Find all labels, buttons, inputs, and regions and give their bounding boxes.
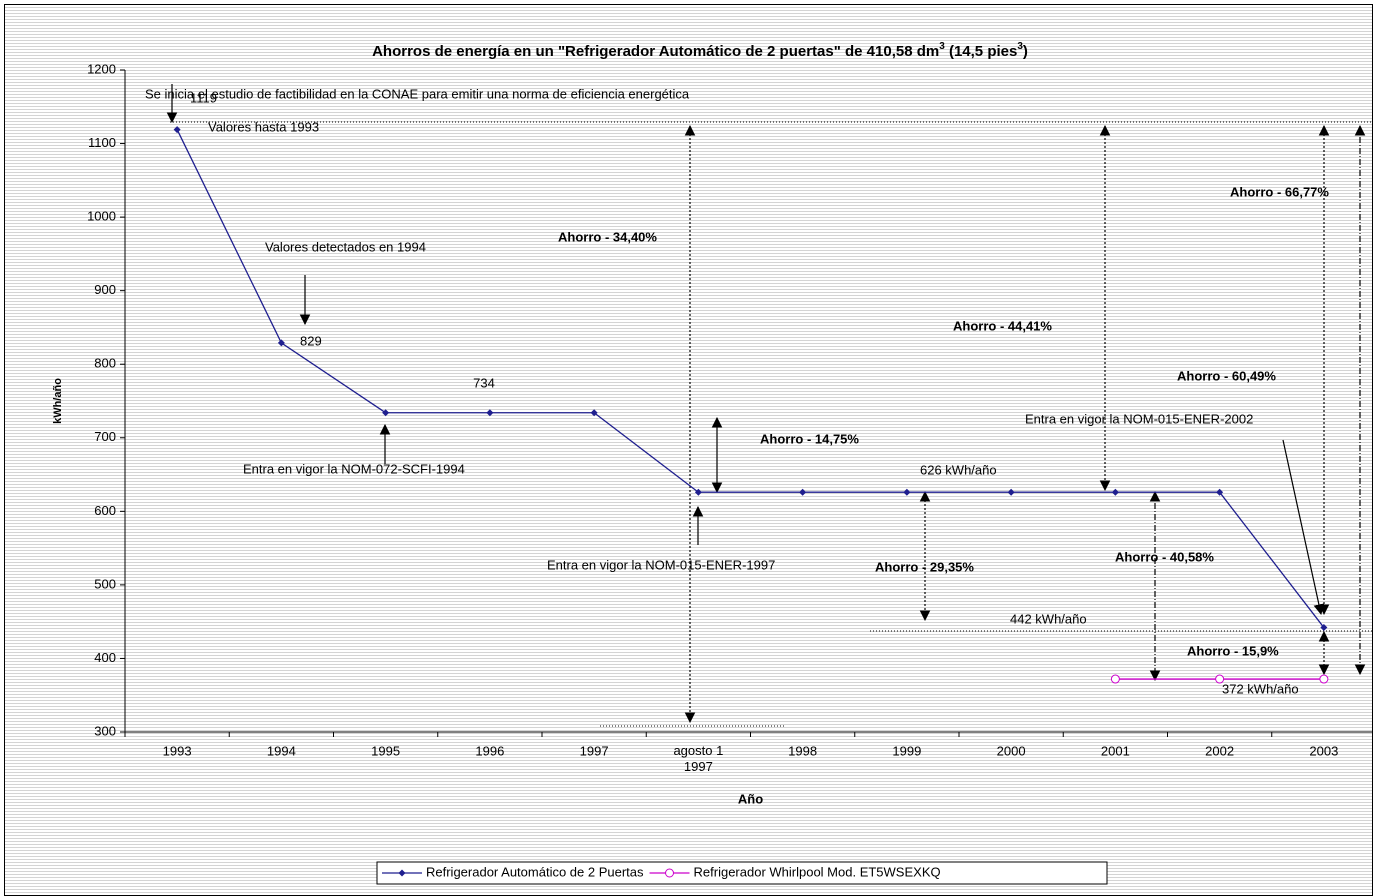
annotation: Se inicia el estudio de factibilidad en …: [145, 86, 690, 101]
y-axis-title: kWh/año: [52, 378, 64, 424]
y-tick-label: 900: [94, 282, 116, 297]
series-line: [176, 129, 1325, 628]
legend-box: [376, 861, 1108, 885]
annotation: Ahorro - 60,49%: [1177, 368, 1276, 383]
annotation: Ahorro - 14,75%: [760, 431, 859, 446]
annotation: Ahorro - 66,77%: [1230, 184, 1329, 199]
annotation: Entra en vigor la NOM-015-ENER-2002: [1025, 411, 1253, 426]
y-tick-label: 400: [94, 650, 116, 665]
x-tick-label: 1993: [163, 743, 192, 758]
x-tick-label: 1996: [475, 743, 504, 758]
y-tick-label: 700: [94, 429, 116, 444]
legend-label: Refrigerador Whirlpool Mod. ET5WSEXKQ: [694, 864, 941, 879]
y-tick-label: 1100: [88, 135, 116, 150]
point: [903, 488, 911, 496]
annotation: Ahorro - 29,35%: [875, 559, 974, 574]
point: [1111, 488, 1119, 496]
chart-title: Ahorros de energía en un "Refrigerador A…: [372, 41, 1028, 60]
point: [799, 488, 807, 496]
point: [694, 488, 702, 496]
annotation: Ahorro - 15,9%: [1187, 643, 1279, 658]
point: [1007, 488, 1015, 496]
point: [1216, 488, 1224, 496]
x-tick-label: 1997: [580, 743, 609, 758]
annotation: 734: [473, 375, 495, 390]
annotation: Valores detectados en 1994: [265, 239, 426, 254]
annotation: 372 kWh/año: [1222, 681, 1299, 696]
x-tick-label: 1999: [892, 743, 921, 758]
y-tick-label: 1000: [87, 209, 116, 224]
annotation: 829: [300, 333, 322, 348]
point: [382, 409, 390, 417]
annotation: Entra en vigor la NOM-072-SCFI-1994: [243, 461, 465, 476]
x-tick-label: agosto 1 1997: [673, 743, 723, 774]
legend-label: Refrigerador Automático de 2 Puertas: [426, 864, 644, 879]
title-part: ): [1023, 43, 1028, 60]
annotation: Ahorro - 34,40%: [558, 229, 657, 244]
point: [1215, 674, 1225, 684]
x-tick-label: 2001: [1101, 743, 1130, 758]
annotation: Entra en vigor la NOM-015-ENER-1997: [547, 557, 775, 572]
x-tick-label: 2003: [1309, 743, 1338, 758]
annotation: Ahorro - 40,58%: [1115, 549, 1214, 564]
annotation: 442 kWh/año: [1010, 611, 1087, 626]
annotation: 1119: [190, 90, 217, 105]
annotation: 626 kWh/año: [920, 462, 997, 477]
annotation: Valores hasta 1993: [208, 119, 319, 134]
x-tick-label: 1995: [371, 743, 400, 758]
x-tick-label: 1994: [267, 743, 296, 758]
point: [1110, 674, 1120, 684]
x-tick-label: 2002: [1205, 743, 1234, 758]
title-superscript: 3: [1017, 41, 1023, 52]
point: [590, 409, 598, 417]
x-tick-label: 1998: [788, 743, 817, 758]
title-part: Ahorros de energía en un "Refrigerador A…: [372, 43, 939, 60]
point: [277, 339, 285, 347]
title-part: (14,5 pies: [945, 43, 1018, 60]
arrow: [1282, 439, 1325, 616]
legend-marker: [398, 869, 406, 877]
point: [173, 126, 181, 134]
y-tick-label: 600: [94, 503, 116, 518]
title-superscript: 3: [939, 41, 945, 52]
y-tick-label: 800: [94, 356, 116, 371]
point: [1320, 624, 1328, 632]
x-axis-title: Año: [738, 791, 763, 806]
annotation: Ahorro - 44,41%: [953, 318, 1052, 333]
point: [1319, 674, 1329, 684]
legend-marker: [665, 868, 675, 878]
y-tick-label: 500: [94, 576, 116, 591]
point: [486, 409, 494, 417]
y-tick-label: 300: [94, 723, 116, 738]
y-tick-label: 1200: [87, 61, 116, 76]
x-tick-label: 2000: [997, 743, 1026, 758]
